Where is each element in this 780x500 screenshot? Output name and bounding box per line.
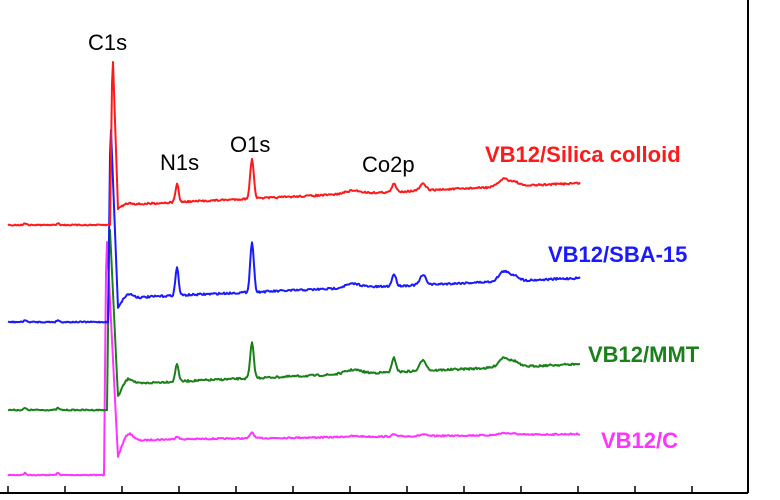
- series-lines: [7, 61, 581, 477]
- plot-frame: [0, 0, 749, 494]
- series-line-2: [7, 229, 581, 412]
- series-label-silica-colloid: VB12/Silica colloid: [485, 142, 681, 167]
- x-axis-ticks: [7, 486, 693, 493]
- series-label-c: VB12/C: [601, 428, 678, 453]
- series-label-sba15: VB12/SBA-15: [548, 242, 687, 267]
- peak-label-co2p: Co2p: [362, 152, 415, 177]
- peak-label-o1s: O1s: [230, 132, 270, 157]
- series-line-1: [7, 129, 581, 324]
- series-line-3: [7, 241, 581, 477]
- peak-label-n1s: N1s: [160, 150, 199, 175]
- series-line-0: [7, 61, 581, 227]
- peak-label-c1s: C1s: [88, 30, 127, 55]
- series-label-mmt: VB12/MMT: [588, 342, 700, 367]
